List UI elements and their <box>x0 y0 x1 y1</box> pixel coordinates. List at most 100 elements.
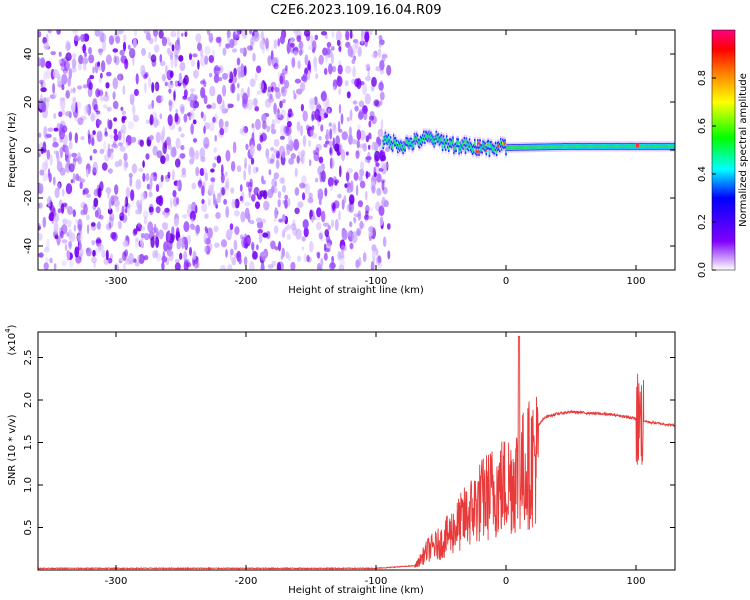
noise-blob <box>72 30 78 35</box>
noise-blob <box>162 250 166 263</box>
noise-blob <box>77 234 81 242</box>
noise-blob <box>360 32 364 45</box>
noise-blob <box>359 168 365 177</box>
noise-blob <box>239 47 245 54</box>
noise-blob <box>255 167 259 172</box>
colorbar-label: Normalized spectral amplitude <box>738 73 749 227</box>
noise-blob <box>234 30 240 39</box>
noise-blob <box>91 112 95 122</box>
noise-blob <box>288 113 291 118</box>
noise-blob <box>155 236 160 248</box>
noise-blob <box>208 55 214 63</box>
noise-blob <box>113 144 118 149</box>
noise-blob <box>88 47 92 55</box>
noise-blob <box>173 217 179 227</box>
noise-blob <box>156 95 163 104</box>
signal-band-core <box>643 144 646 148</box>
noise-blob <box>285 125 292 136</box>
noise-blob <box>273 186 278 194</box>
noise-blob <box>204 172 208 182</box>
signal-band-core <box>412 143 415 147</box>
noise-blob <box>105 249 109 261</box>
noise-blob <box>378 81 384 91</box>
noise-blob <box>368 132 372 140</box>
noise-blob <box>89 74 95 80</box>
noise-blob <box>161 36 167 47</box>
noise-blob <box>359 130 366 141</box>
noise-blob <box>311 40 317 52</box>
noise-blob <box>189 53 192 61</box>
noise-blob <box>171 44 175 52</box>
signal-band-core <box>505 149 507 153</box>
signal-band-core <box>449 141 451 145</box>
noise-blob <box>284 199 288 209</box>
noise-blob <box>231 75 237 84</box>
noise-blob <box>159 113 163 120</box>
noise-blob <box>104 131 108 137</box>
noise-blob <box>192 250 197 261</box>
noise-blob <box>97 90 104 96</box>
noise-blob <box>203 94 208 105</box>
noise-blob <box>302 192 306 201</box>
noise-blob <box>208 242 213 251</box>
noise-blob <box>52 176 56 186</box>
noise-blob <box>324 187 328 197</box>
signal-peak <box>478 149 481 153</box>
noise-blob <box>364 76 372 82</box>
noise-blob <box>192 150 196 162</box>
noise-blob <box>52 141 59 148</box>
noise-blob <box>281 151 286 159</box>
noise-blob <box>100 60 106 73</box>
noise-blob <box>302 73 308 83</box>
noise-blob <box>184 240 189 251</box>
noise-blob <box>66 219 72 228</box>
noise-blob <box>233 210 240 217</box>
noise-blob <box>106 106 112 112</box>
noise-blob <box>124 196 129 208</box>
noise-blob <box>38 132 42 138</box>
signal-band-core <box>388 142 391 146</box>
noise-blob <box>59 97 66 110</box>
signal-band-core <box>630 144 632 148</box>
signal-band-core <box>593 144 596 148</box>
noise-blob <box>354 38 359 49</box>
noise-blob <box>259 190 266 197</box>
signal-band-core <box>662 144 664 148</box>
noise-blob <box>351 58 356 65</box>
noise-blob <box>96 119 102 126</box>
noise-blob <box>82 62 87 71</box>
noise-blob <box>305 124 310 131</box>
noise-blob <box>91 240 96 246</box>
signal-band-core <box>595 144 598 148</box>
signal-band-core <box>619 144 622 148</box>
noise-blob <box>229 223 234 231</box>
noise-blob <box>162 126 166 138</box>
noise-blob <box>303 253 307 263</box>
noise-blob <box>311 125 315 131</box>
noise-blob <box>155 227 159 240</box>
noise-blob <box>183 89 188 98</box>
noise-blob <box>260 262 265 270</box>
noise-blob <box>179 252 183 260</box>
noise-blob <box>330 185 333 192</box>
noise-blob <box>49 257 53 264</box>
noise-blob <box>165 153 170 162</box>
noise-blob <box>151 59 157 67</box>
noise-blob <box>176 30 180 38</box>
noise-blob <box>189 93 195 101</box>
noise-blob <box>212 116 216 123</box>
signal-band-core <box>572 144 575 148</box>
signal-band-core <box>415 135 418 139</box>
noise-blob <box>70 179 74 184</box>
noise-blob <box>121 124 127 135</box>
noise-blob <box>176 180 180 191</box>
noise-blob <box>247 212 251 223</box>
noise-blob <box>337 193 342 199</box>
noise-blob <box>248 187 252 199</box>
noise-blob <box>383 200 389 208</box>
noise-blob <box>180 106 185 115</box>
noise-blob <box>260 30 265 40</box>
noise-blob <box>368 115 374 121</box>
signal-peak <box>497 144 500 148</box>
noise-blob <box>278 218 283 223</box>
